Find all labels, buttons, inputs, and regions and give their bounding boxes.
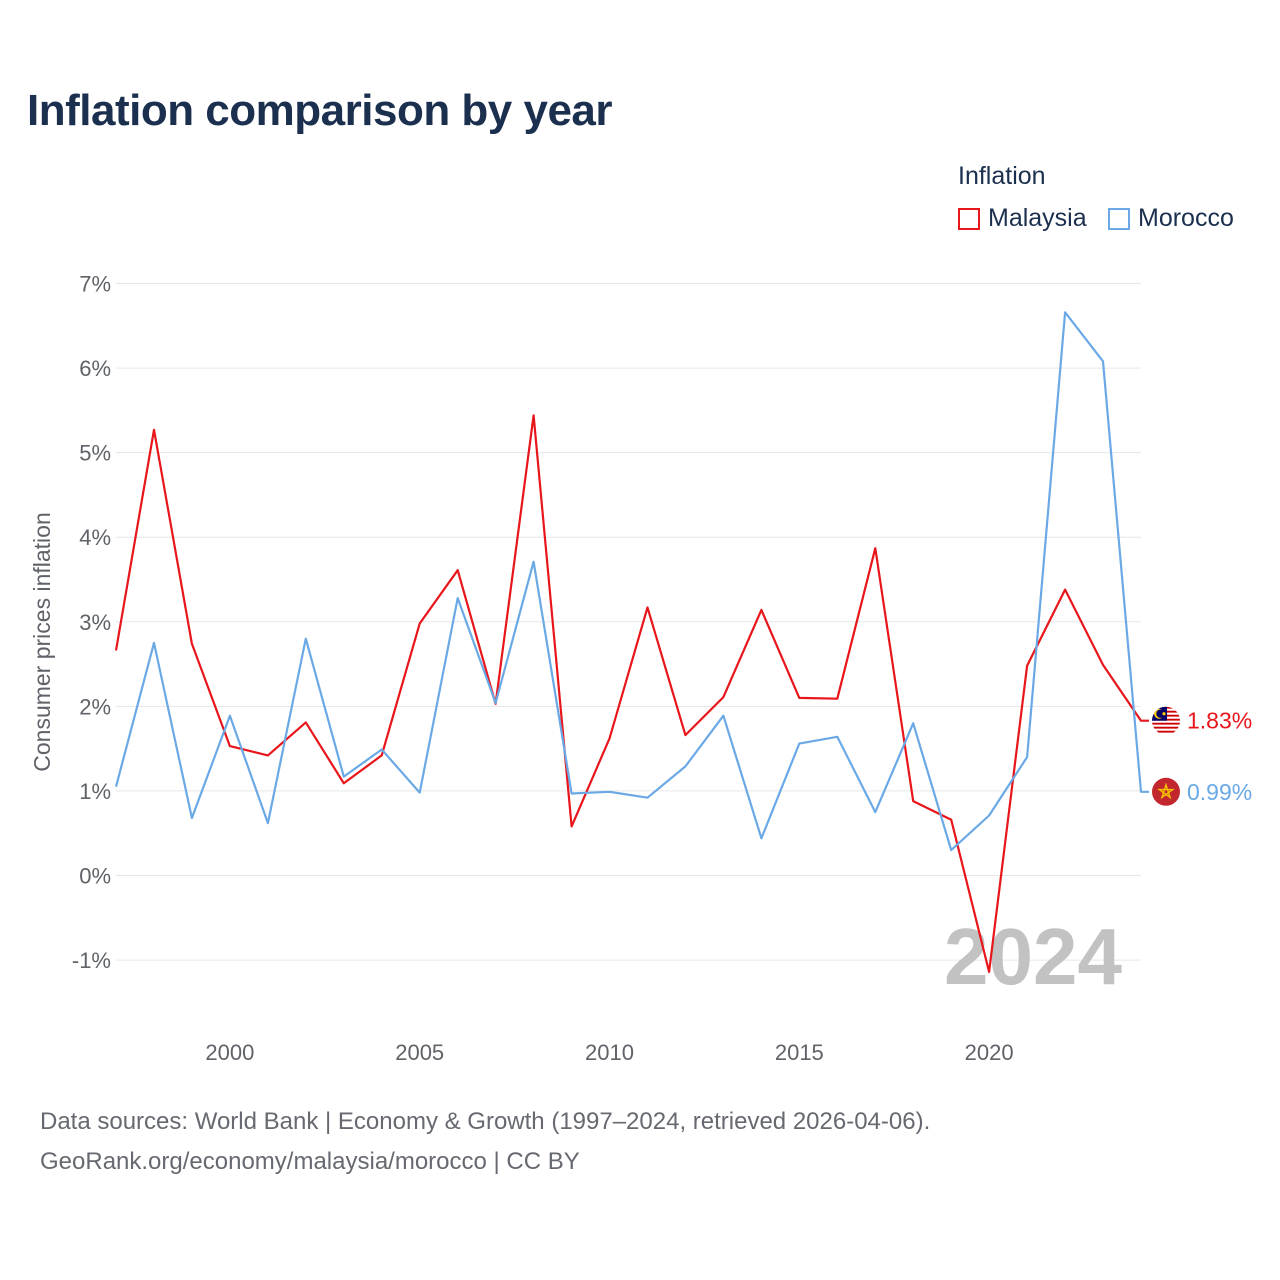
legend-item-malaysia[interactable]: Malaysia [958,204,1087,233]
line-chart: -1% 0% 1% 2% 3% 4% 5% 6% 7% 2000 2005 2010 2015 2020… [29,272,1252,1066]
end-labels: 1.83% 0.99% [1152,706,1252,806]
footer-sources: Data sources: World Bank | Economy & Gro… [40,1108,931,1135]
flag-stripe [1152,730,1180,733]
y-tick-label: 1% [79,779,111,804]
y-tick-label: 4% [79,525,111,550]
y-axis-title: Consumer prices inflation [29,512,55,772]
flag-stripe [1152,728,1180,731]
legend-label-morocco: Morocco [1138,204,1234,232]
x-tick-label: 2015 [775,1040,824,1065]
gridlines [116,283,1141,961]
y-tick-label: 7% [79,272,111,297]
series-lines [114,311,1149,974]
flag-star [1162,712,1166,716]
footer-attribution[interactable]: GeoRank.org/economy/malaysia/morocco | C… [40,1148,580,1175]
y-tick-label: 2% [79,694,111,719]
y-tick-label: 6% [79,356,111,381]
x-tick-label: 2005 [395,1040,444,1065]
end-value-label-morocco: 0.99% [1187,779,1252,805]
y-tick-label: 5% [79,441,111,466]
x-tick-label: 2000 [205,1040,254,1065]
x-tick-label: 2010 [585,1040,634,1065]
flag-stripe [1152,724,1180,727]
malaysia-flag-icon [1152,706,1180,735]
page-title: Inflation comparison by year [27,86,613,135]
flag-stripe [1152,732,1180,735]
legend-title: Inflation [958,162,1046,190]
legend-swatch-morocco [1108,207,1130,230]
morocco-flag-icon [1152,777,1180,806]
flag-stripe [1152,722,1180,725]
year-watermark: 2024 [944,912,1122,1001]
y-tick-label: -1% [72,948,111,973]
x-axis: 2000 2005 2010 2015 2020 [205,1040,1013,1065]
y-axis: -1% 0% 1% 2% 3% 4% 5% 6% 7% [72,272,111,974]
flag-crescent-cut [1156,709,1165,718]
y-tick-label: 3% [79,610,111,635]
flag-stripe [1152,720,1180,723]
x-tick-label: 2020 [965,1040,1014,1065]
series-line-malaysia [114,414,1149,974]
legend-label-malaysia: Malaysia [988,204,1087,232]
legend-item-morocco[interactable]: Morocco [1108,204,1234,233]
flag-field [1152,777,1180,806]
end-value-label-malaysia: 1.83% [1187,708,1252,734]
flag-body [1152,706,1180,735]
legend-swatch-malaysia [958,207,980,230]
flag-stripe [1152,726,1180,729]
series-line-morocco [114,311,1149,852]
y-tick-label: 0% [79,864,111,889]
flag-pentagram [1157,782,1175,800]
